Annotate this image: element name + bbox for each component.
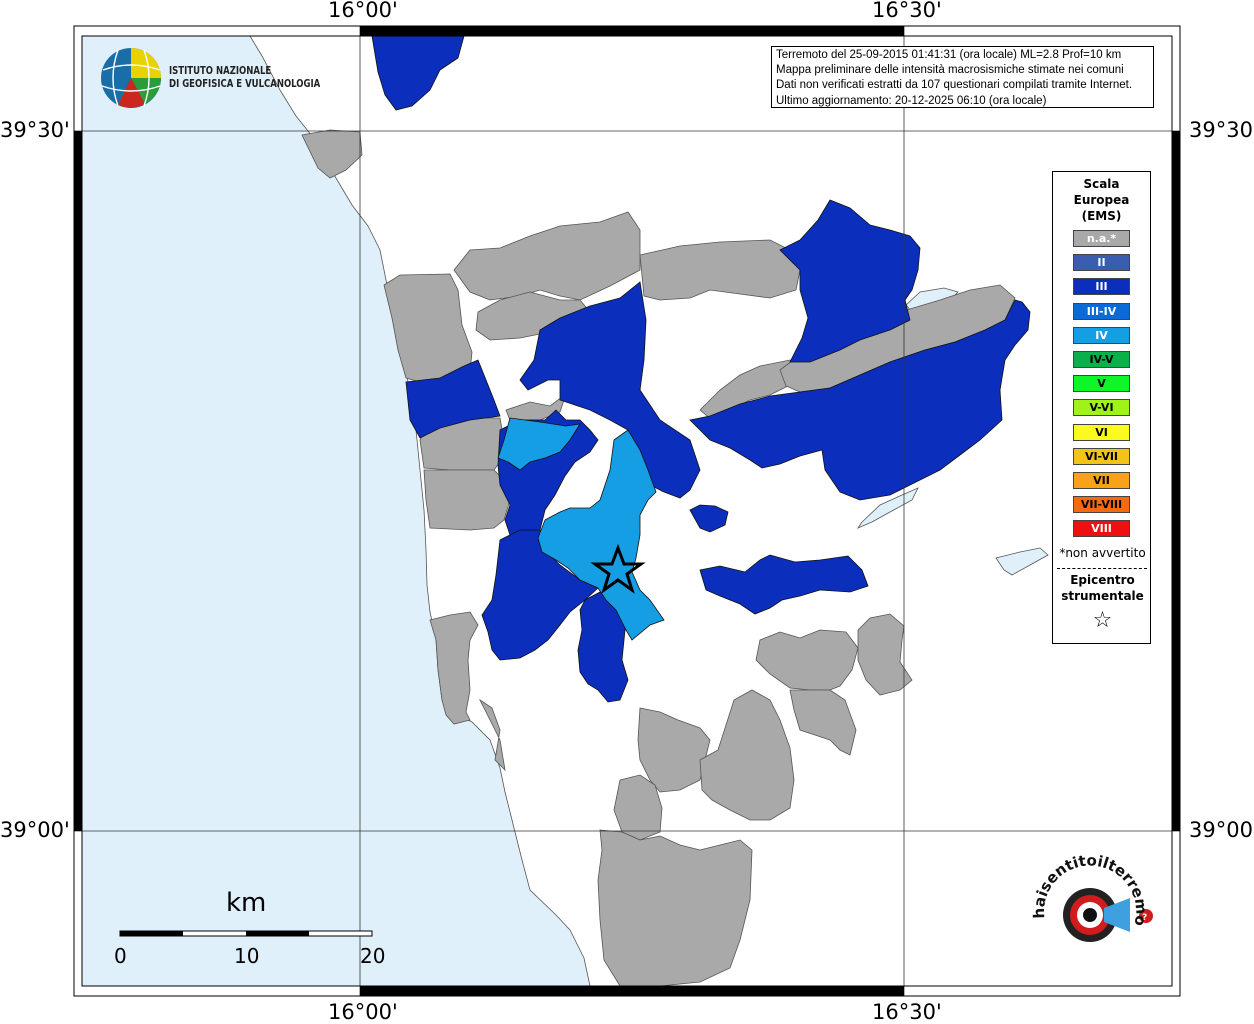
ingv-logo-icon <box>101 48 161 108</box>
lat-label-left-bottom: 39°00' <box>0 818 70 842</box>
legend-item: VI-VII <box>1073 447 1130 465</box>
info-line-1: Terremoto del 25-09-2015 01:41:31 (ora l… <box>776 49 1122 61</box>
map-frame <box>73 25 1181 997</box>
logo-line-2: DI GEOFISICA E VULCANOLOGIA <box>169 77 321 90</box>
info-line-3: Dati non verificati estratti da 107 ques… <box>776 79 1133 92</box>
legend-item: V <box>1073 375 1130 393</box>
lon-label-top-right: 16°30' <box>872 0 942 22</box>
legend-item: IV <box>1073 326 1130 344</box>
lon-label-bottom-right: 16°30' <box>872 1000 942 1024</box>
svg-text:?: ? <box>1142 913 1147 923</box>
graticule <box>74 26 1180 996</box>
legend-title-line-3: (EMS) <box>1081 209 1122 223</box>
scale-label-20: 20 <box>360 944 386 968</box>
legend-title-line-2: Europea <box>1073 193 1130 207</box>
legend-star-icon: ☆ <box>1092 608 1113 633</box>
legend-item: VII <box>1073 472 1130 489</box>
legend-divider <box>1057 568 1147 569</box>
scale-label-0: 0 <box>114 944 127 968</box>
legend-item: II <box>1073 254 1130 272</box>
lon-label-bottom-left: 16°00' <box>328 1000 398 1024</box>
lon-label-top-left: 16°00' <box>328 0 398 22</box>
info-line-2: Mappa preliminare delle intensità macros… <box>776 64 1124 77</box>
ems-legend: Scala Europea (EMS) n.a.* II III III-IV IV IV… <box>1052 171 1151 644</box>
legend-item: VIII <box>1073 520 1130 538</box>
legend-item: III <box>1073 278 1130 296</box>
legend-title-line-1: Scala <box>1083 177 1120 191</box>
lat-label-right-top: 39°30' <box>1189 118 1254 142</box>
lake <box>856 487 919 529</box>
na-regions <box>301 129 1016 987</box>
legend-title: Scala Europea (EMS) <box>1053 176 1150 224</box>
scale-label-10: 10 <box>234 944 260 968</box>
scale-bar <box>119 930 373 937</box>
legend-epicenter-line-1: Epicentro <box>1070 573 1135 587</box>
legend-item: III-IV <box>1073 302 1130 320</box>
ingv-logo-text: ISTITUTO NAZIONALE DI GEOFISICA E VULCAN… <box>169 64 320 90</box>
event-info-box: Terremoto del 25-09-2015 01:41:31 (ora l… <box>771 46 1154 108</box>
epicenter-star-icon <box>590 543 646 594</box>
legend-epicenter-label: Epicentro strumentale <box>1053 572 1152 604</box>
legend-epicenter-line-2: strumentale <box>1061 589 1144 603</box>
legend-item: V-VI <box>1073 399 1130 417</box>
legend-note: *non avvertito <box>1059 546 1146 560</box>
info-line-4: Ultimo aggiornamento: 20-12-2025 06:10 (… <box>776 94 1047 107</box>
lat-label-left-top: 39°30' <box>0 118 70 142</box>
ems-iii-regions <box>371 35 1031 703</box>
lat-label-right-bottom: 39°00' <box>1189 818 1254 842</box>
logo-line-1: ISTITUTO NAZIONALE <box>169 64 272 77</box>
lake <box>995 547 1049 576</box>
legend-item: VII-VIII <box>1073 496 1130 514</box>
legend-item: VI <box>1073 423 1130 441</box>
legend-item: n.a.* <box>1073 230 1130 247</box>
legend-item: IV-V <box>1073 351 1130 368</box>
scale-title: km <box>226 888 267 918</box>
